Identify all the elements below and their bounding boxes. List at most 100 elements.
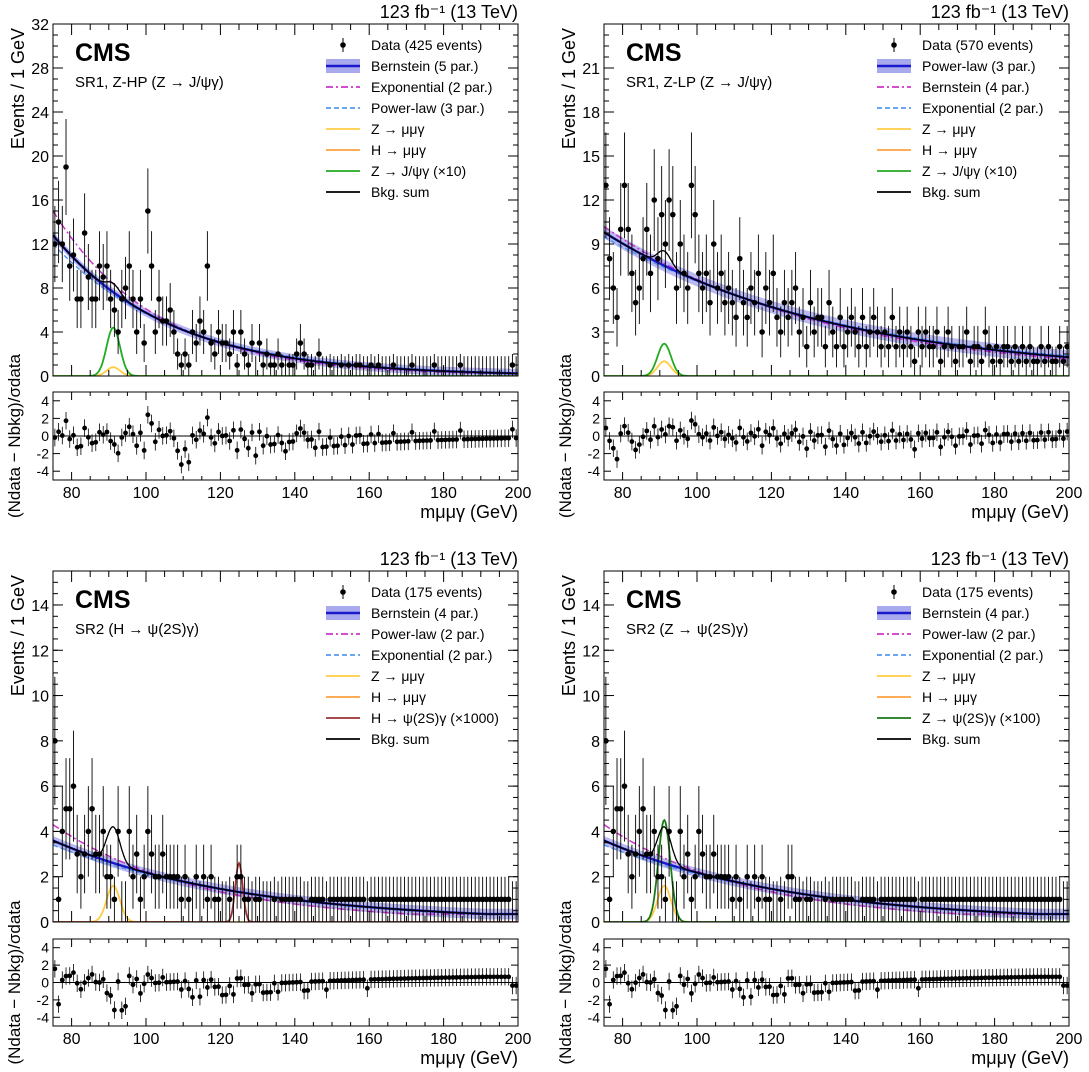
pull-point (741, 994, 746, 1000)
pull-point (1031, 437, 1037, 443)
data-point (141, 340, 147, 346)
data-point (1008, 358, 1015, 365)
ratio-y-tick-label: -4 (37, 1009, 50, 1025)
pull-point (822, 980, 828, 986)
data-point (617, 226, 624, 233)
pull-point (405, 438, 411, 444)
pull-point (1005, 431, 1011, 437)
ratio-y-tick-label: 0 (592, 975, 600, 991)
background-uncertainty-band (53, 231, 518, 376)
ratio-y-tick-label: -4 (588, 463, 601, 479)
pull-point (238, 975, 244, 981)
legend-label: Z → ψ(2S)γ (×100) (922, 710, 1041, 726)
data-point (882, 329, 888, 335)
pull-point (182, 978, 188, 984)
pull-point (417, 975, 422, 981)
pull-point (908, 437, 914, 442)
data-point (710, 851, 717, 857)
pull-point (648, 437, 653, 443)
pull-point (785, 976, 791, 981)
pull-point (979, 975, 984, 981)
pull-point (454, 437, 460, 442)
pull-point (971, 433, 977, 439)
data-point (684, 285, 691, 291)
data-point (126, 263, 133, 269)
pull-point (990, 440, 996, 446)
pull-point (245, 982, 251, 988)
pull-point (841, 442, 847, 448)
pull-point (309, 436, 314, 442)
cms-label: CMS (75, 39, 131, 67)
pull-point (316, 978, 322, 984)
pull-point (875, 433, 880, 439)
pull-point (811, 438, 817, 443)
pull-point (115, 979, 121, 984)
pull-point (402, 976, 407, 981)
main-frame (52, 570, 519, 923)
pull-point (309, 979, 314, 985)
pull-point (644, 979, 650, 985)
data-point (193, 873, 200, 880)
signal-curve-2 (604, 342, 1069, 376)
pull-point (941, 976, 947, 982)
data-point (100, 828, 107, 835)
pull-point (633, 447, 639, 453)
pull-point (1027, 974, 1033, 980)
pull-point (141, 981, 147, 987)
pull-point (610, 445, 616, 451)
pull-point (767, 984, 772, 990)
y-tick-label: 0 (591, 369, 600, 386)
data-point (119, 296, 125, 302)
data-point (1019, 343, 1026, 350)
data-point (710, 241, 717, 247)
lumi-label: 123 fb⁻¹ (13 TeV) (931, 2, 1069, 22)
data-point (867, 329, 873, 335)
data-point (617, 805, 624, 812)
ratio-y-tick-label: -4 (37, 463, 50, 479)
data-point (278, 362, 285, 368)
data-point (666, 828, 672, 835)
pull-point (324, 987, 329, 993)
data-point (759, 873, 765, 880)
pull-point (305, 437, 311, 443)
data-point (226, 351, 233, 357)
pull-point (141, 448, 147, 453)
pull-point (301, 988, 307, 994)
pull-point (305, 988, 311, 993)
pull-point (483, 974, 489, 980)
pull-point (402, 439, 407, 444)
x-tick-label: 120 (758, 485, 785, 502)
pull-point (882, 978, 888, 984)
data-point (733, 873, 739, 880)
data-point (692, 873, 698, 880)
pull-point (640, 434, 646, 440)
data-point (293, 351, 300, 357)
data-point (919, 343, 925, 350)
data-point (301, 351, 307, 357)
pull-point (435, 437, 441, 443)
y-tick-label: 4 (40, 325, 49, 342)
y-tick-label: 14 (31, 598, 49, 615)
pull-point (919, 436, 925, 442)
pull-point (927, 976, 932, 982)
data-point (707, 873, 713, 880)
pull-point (372, 976, 378, 982)
pull-point (216, 984, 221, 990)
data-point (643, 226, 650, 233)
pull-point (331, 443, 337, 449)
legend-label: Bkg. sum (371, 731, 429, 747)
pull-point (986, 975, 992, 981)
y-tick-label: 0 (591, 915, 600, 932)
pull-point (227, 438, 233, 444)
pull-point (689, 990, 694, 996)
data-point (922, 329, 929, 335)
legend-label: Power-law (2 par.) (371, 626, 485, 642)
pull-point (770, 425, 776, 431)
data-point (975, 343, 981, 350)
pull-point (491, 974, 497, 980)
pull-point (85, 975, 91, 981)
x-tick-label: 120 (207, 1031, 234, 1048)
pull-point (268, 989, 274, 995)
pull-point (848, 430, 854, 436)
